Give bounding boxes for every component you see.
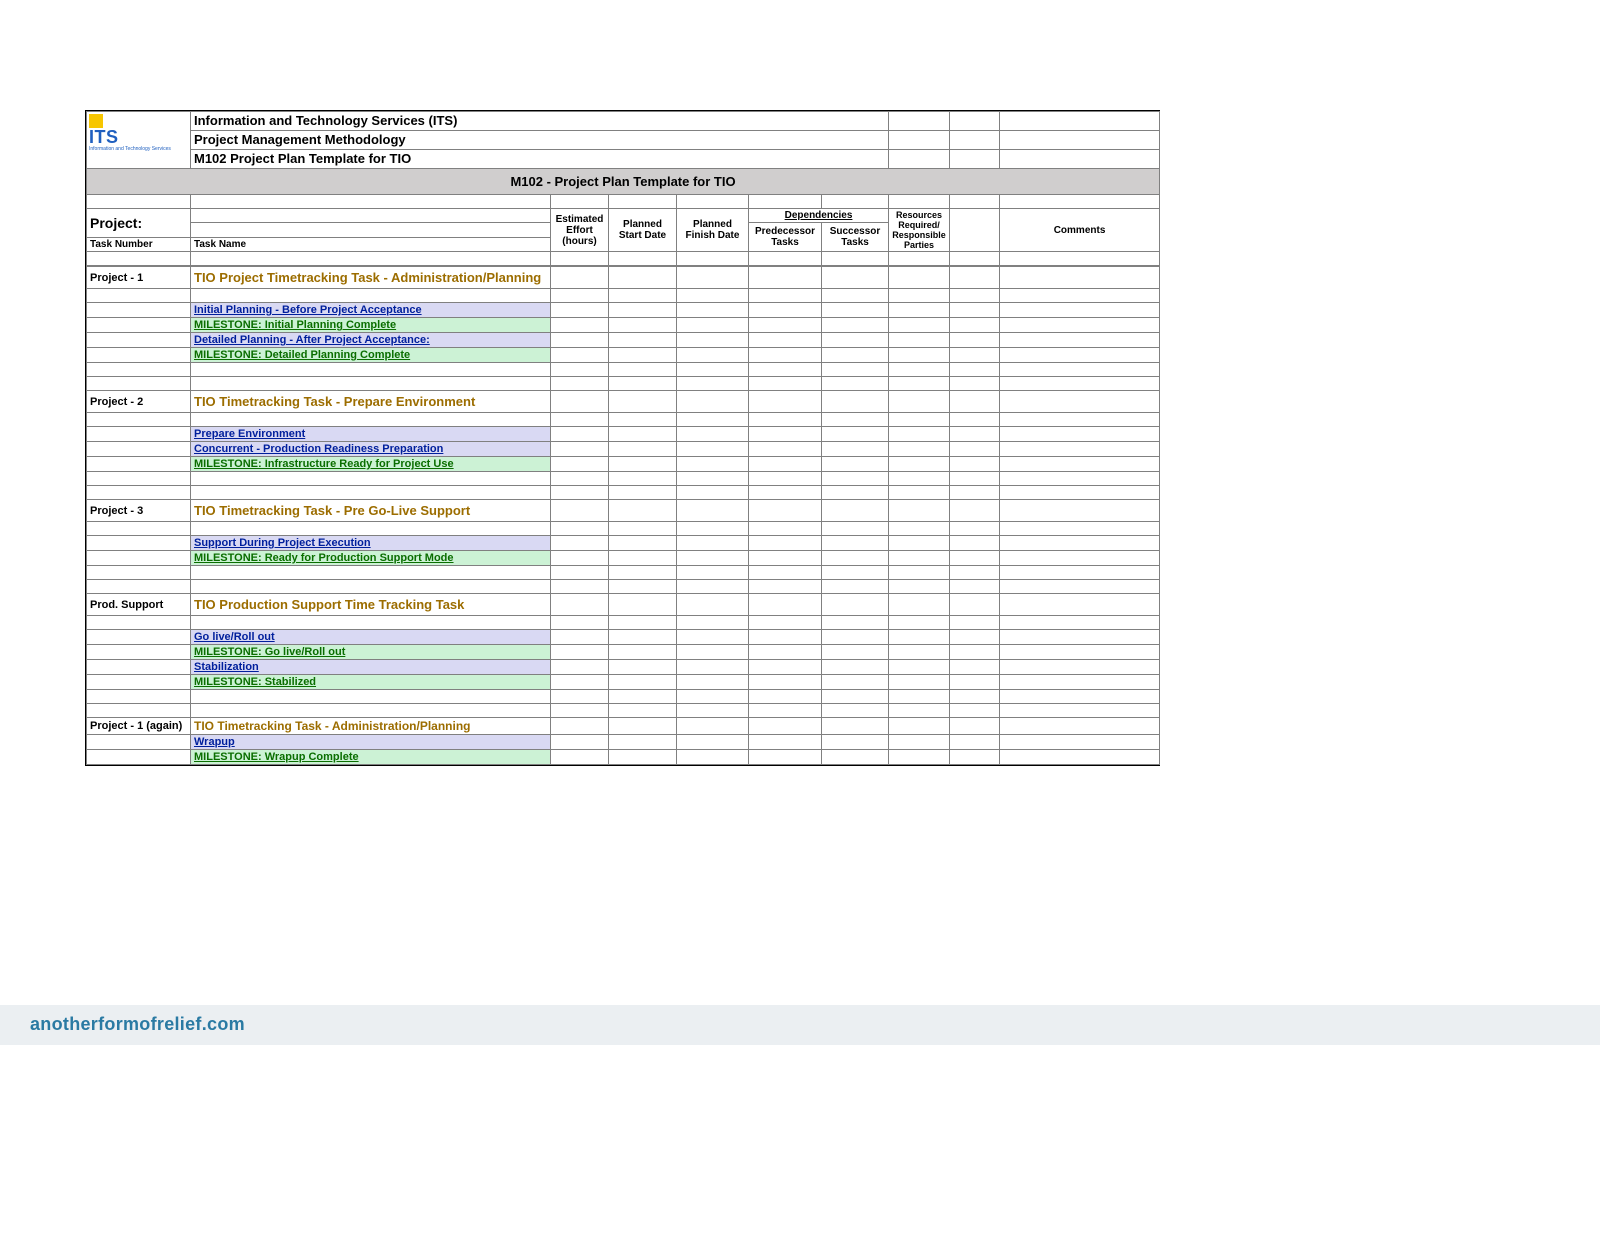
col-successor: Successor Tasks xyxy=(822,223,889,252)
blank-row xyxy=(87,690,1160,704)
task-link[interactable]: Stabilization xyxy=(194,661,259,673)
task-row: Support During Project Execution xyxy=(87,536,1160,551)
section-title: TIO Timetracking Task - Administration/P… xyxy=(191,718,551,735)
section-row: Project - 2TIO Timetracking Task - Prepa… xyxy=(87,391,1160,413)
task-row: MILESTONE: Wrapup Complete xyxy=(87,750,1160,765)
col-finish-date: Planned Finish Date xyxy=(677,209,749,252)
task-link[interactable]: Prepare Environment xyxy=(194,428,305,440)
blank-row xyxy=(87,486,1160,500)
task-link[interactable]: MILESTONE: Infrastructure Ready for Proj… xyxy=(194,458,454,470)
phase-label: Project - 1 xyxy=(87,267,191,289)
task-row: MILESTONE: Ready for Production Support … xyxy=(87,551,1160,566)
col-effort: Estimated Effort (hours) xyxy=(551,209,609,252)
blank-row xyxy=(87,704,1160,718)
task-row: Stabilization xyxy=(87,660,1160,675)
logo-square-icon xyxy=(89,114,103,128)
task-row: Prepare Environment xyxy=(87,427,1160,442)
task-link[interactable]: MILESTONE: Ready for Production Support … xyxy=(194,552,454,564)
task-link[interactable]: Initial Planning - Before Project Accept… xyxy=(194,304,422,316)
header-line-3: M102 Project Plan Template for TIO xyxy=(191,150,889,169)
task-link[interactable]: MILESTONE: Go live/Roll out xyxy=(194,646,345,658)
blank-row xyxy=(87,616,1160,630)
title-bar: M102 - Project Plan Template for TIO xyxy=(87,169,1160,195)
col-resources: Resources Required/ Responsible Parties xyxy=(889,209,950,252)
blank-row xyxy=(87,522,1160,536)
section-row: Project - 3TIO Timetracking Task - Pre G… xyxy=(87,500,1160,522)
section-title: TIO Project Timetracking Task - Administ… xyxy=(191,267,551,289)
col-dependencies: Dependencies xyxy=(749,209,889,223)
task-row: MILESTONE: Initial Planning Complete xyxy=(87,318,1160,333)
section-row: Project - 1 (again)TIO Timetracking Task… xyxy=(87,718,1160,735)
col-task-number: Task Number xyxy=(87,238,191,252)
project-label: Project: xyxy=(87,209,191,238)
footer-bar: anotherformofrelief.com xyxy=(0,1005,1600,1045)
task-link[interactable]: MILESTONE: Detailed Planning Complete xyxy=(194,349,410,361)
blank-row xyxy=(87,289,1160,303)
blank-row xyxy=(87,413,1160,427)
header-line-2: Project Management Methodology xyxy=(191,131,889,150)
phase-label: Project - 3 xyxy=(87,500,191,522)
task-row: Detailed Planning - After Project Accept… xyxy=(87,333,1160,348)
task-row: Concurrent - Production Readiness Prepar… xyxy=(87,442,1160,457)
phase-label: Project - 1 (again) xyxy=(87,718,191,735)
col-predecessor: Predecessor Tasks xyxy=(749,223,822,252)
task-row: MILESTONE: Infrastructure Ready for Proj… xyxy=(87,457,1160,472)
project-plan-table: ITS Information and Technology Services … xyxy=(86,111,1160,266)
task-link[interactable]: Go live/Roll out xyxy=(194,631,275,643)
col-start-date: Planned Start Date xyxy=(609,209,677,252)
spreadsheet-container: ITS Information and Technology Services … xyxy=(85,110,1160,766)
task-row: Initial Planning - Before Project Accept… xyxy=(87,303,1160,318)
task-row: MILESTONE: Detailed Planning Complete xyxy=(87,348,1160,363)
blank-row xyxy=(87,472,1160,486)
footer-link[interactable]: anotherformofrelief.com xyxy=(30,1014,245,1034)
blank-row xyxy=(87,580,1160,594)
section-title: TIO Timetracking Task - Prepare Environm… xyxy=(191,391,551,413)
project-plan-body: Project - 1TIO Project Timetracking Task… xyxy=(86,266,1160,765)
phase-label: Project - 2 xyxy=(87,391,191,413)
col-comments: Comments xyxy=(1000,209,1160,252)
section-row: Project - 1TIO Project Timetracking Task… xyxy=(87,267,1160,289)
blank-row xyxy=(87,566,1160,580)
task-row: Wrapup xyxy=(87,735,1160,750)
task-link[interactable]: MILESTONE: Wrapup Complete xyxy=(194,751,359,763)
task-link[interactable]: Wrapup xyxy=(194,736,235,748)
section-title: TIO Timetracking Task - Pre Go-Live Supp… xyxy=(191,500,551,522)
header-line-1: Information and Technology Services (ITS… xyxy=(191,112,889,131)
col-task-name: Task Name xyxy=(191,238,551,252)
section-title: TIO Production Support Time Tracking Tas… xyxy=(191,594,551,616)
blank-row xyxy=(87,363,1160,377)
task-link[interactable]: MILESTONE: Stabilized xyxy=(194,676,316,688)
logo-subtitle: Information and Technology Services xyxy=(89,146,171,152)
task-link[interactable]: MILESTONE: Initial Planning Complete xyxy=(194,319,396,331)
task-link[interactable]: Detailed Planning - After Project Accept… xyxy=(194,334,430,346)
blank-row xyxy=(87,377,1160,391)
phase-label: Prod. Support xyxy=(87,594,191,616)
logo-text: ITS xyxy=(89,128,119,146)
section-row: Prod. SupportTIO Production Support Time… xyxy=(87,594,1160,616)
task-row: MILESTONE: Go live/Roll out xyxy=(87,645,1160,660)
logo-cell: ITS Information and Technology Services xyxy=(87,112,191,169)
task-row: Go live/Roll out xyxy=(87,630,1160,645)
task-link[interactable]: Concurrent - Production Readiness Prepar… xyxy=(194,443,443,455)
task-row: MILESTONE: Stabilized xyxy=(87,675,1160,690)
task-link[interactable]: Support During Project Execution xyxy=(194,537,371,549)
